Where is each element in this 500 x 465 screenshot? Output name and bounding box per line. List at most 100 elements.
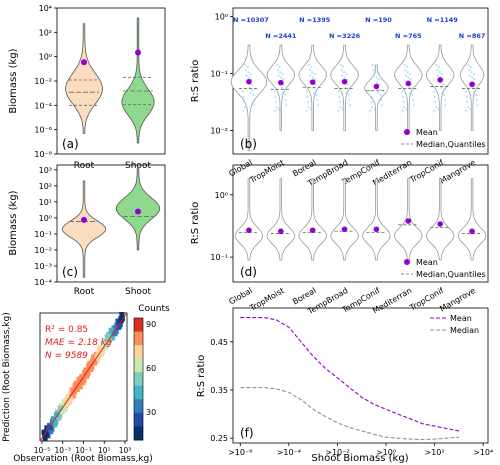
density-cell [108,327,114,333]
data-point [249,92,252,95]
violin-global [230,44,268,151]
panel-f-xtick-label: >10⁻² [325,448,349,457]
panel-f-label: (f) [240,426,254,440]
violin-mean-point [81,216,87,223]
data-point [252,99,255,102]
data-point [468,74,471,77]
data-point [337,90,340,93]
data-point [436,69,439,72]
density-cell [106,334,112,340]
violin-global [234,178,264,261]
data-point [342,71,345,74]
data-point [472,73,475,76]
data-point [347,93,350,96]
panel-d-label: (d) [240,265,257,279]
panel-e-xtick-label: 10³ [119,446,132,455]
data-point [371,106,374,109]
count-label: N =2441 [265,32,297,40]
density-cell [57,405,63,411]
violin-mean-point [309,227,316,234]
data-point [282,78,285,81]
data-point [370,101,373,104]
data-point [475,99,478,102]
violin-mean-point [278,228,284,235]
data-point [346,83,349,86]
violin-mean-point [373,83,380,90]
data-point [281,86,284,89]
panel-a-ytick-label: 10⁴ [39,4,52,13]
series-line-median [240,387,459,441]
violin-mean-point [246,227,252,234]
data-point [405,108,408,111]
data-point [407,76,410,79]
colorbar-segment [134,345,143,360]
panel-e-colorbar-label: Counts [138,304,170,314]
data-point [347,88,350,91]
data-point [311,76,314,79]
density-cell [78,376,84,382]
data-point [437,108,440,111]
data-point [341,74,344,77]
panel-d-ytick-label: 10⁻¹ [210,253,228,262]
data-point [371,64,374,67]
colorbar-tick-label: 60 [146,364,156,373]
data-point [435,64,438,67]
data-point [305,90,308,93]
legend-mean-marker [404,259,410,265]
data-point [370,95,373,98]
panel-f-ytick-label: 0.45 [210,338,228,347]
data-point [345,73,348,76]
density-cell [64,402,70,408]
data-point [403,64,406,67]
panel-e-xlabel: Observation (Root Biomass,kg) [13,454,153,464]
density-cell [61,398,67,404]
panel-d-ylabel: R:S ratio [190,202,201,245]
data-point [281,92,284,95]
panel-a-ytick-label: 10⁻² [34,77,52,86]
identity-line [39,312,128,442]
violin-tempbroad [330,178,359,261]
colorbar-segment [134,412,143,427]
data-point [434,106,437,109]
data-point [274,95,277,98]
data-point [244,69,247,72]
data-point [379,88,382,91]
density-cell [116,324,122,330]
density-cell [95,357,101,363]
data-point [246,108,249,111]
violin-mean-point [81,59,87,66]
data-point [410,88,413,91]
count-label: N =3226 [329,32,361,40]
data-point [278,65,281,68]
data-point [378,83,381,86]
panel-f-ytick-label: 0.25 [210,434,228,443]
panel-b-ylabel: R:S ratio [190,60,201,103]
panel-e-xtick-label: 10⁻¹ [75,446,92,455]
count-label: N =867 [459,32,486,40]
data-point [343,76,346,79]
panel-a-ytick-label: 10⁰ [39,53,52,62]
data-point [284,99,287,102]
data-point [273,109,276,112]
legend-median-label: Median,Quantiles [416,270,486,279]
data-point [467,64,470,67]
data-point [283,88,286,91]
panel-e-xtick-label: 10¹ [98,446,111,455]
data-point [433,90,436,93]
legend-mean-label: Mean [450,314,472,323]
data-point [404,74,407,77]
data-point [379,93,382,96]
data-point [306,95,309,98]
xtick-label: TropMoist [247,286,285,313]
xtick-label-root: Root [74,287,95,297]
density-cell [106,338,112,344]
density-cell [74,382,80,388]
panel-f-xtick-label: >10⁰ [376,448,396,457]
data-point [442,83,445,86]
data-point [377,92,380,95]
data-point [470,71,473,74]
data-point [444,104,447,107]
data-point [374,65,377,68]
data-point [401,90,404,93]
data-point [409,92,412,95]
